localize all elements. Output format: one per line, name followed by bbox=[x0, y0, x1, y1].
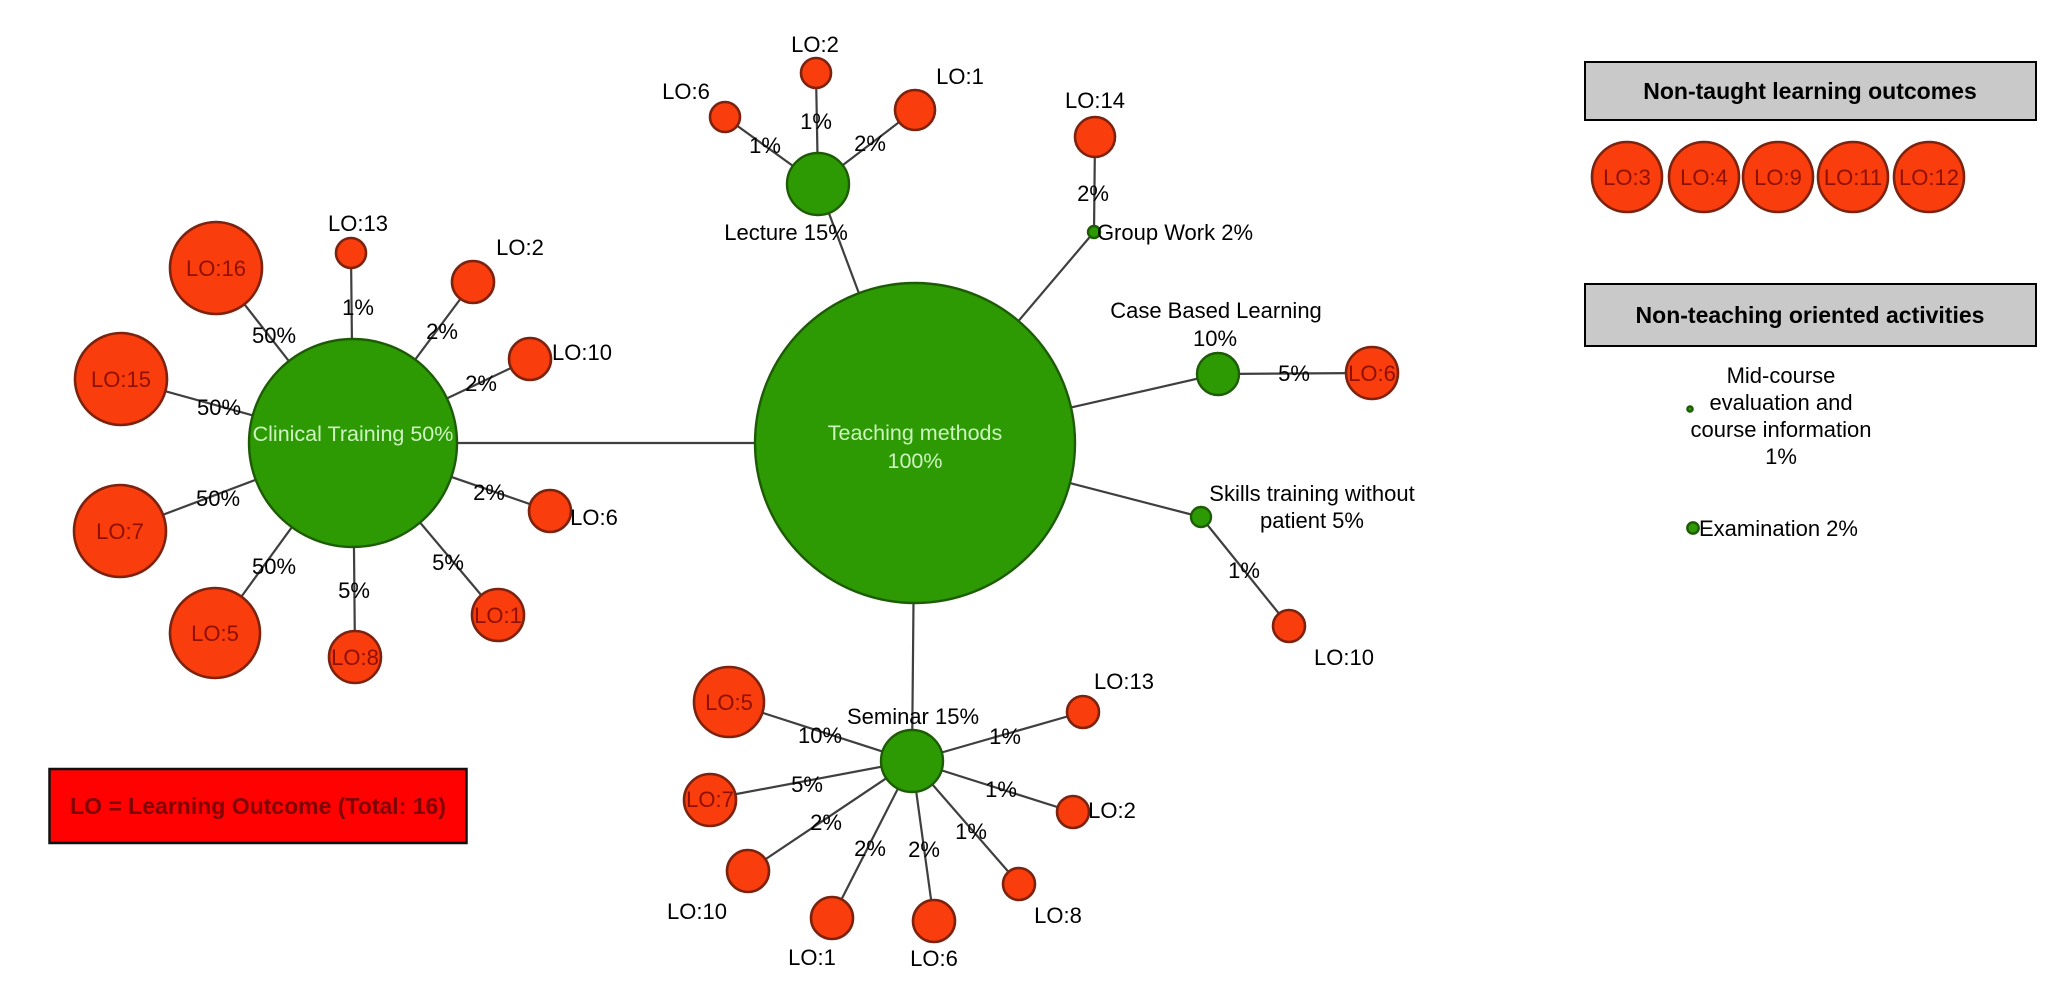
svg-text:LO:14: LO:14 bbox=[1065, 88, 1125, 113]
svg-text:LO:3: LO:3 bbox=[1603, 165, 1651, 190]
svg-text:2%: 2% bbox=[1077, 181, 1109, 206]
svg-text:LO:9: LO:9 bbox=[1754, 165, 1802, 190]
svg-text:Mid-course: Mid-course bbox=[1727, 363, 1836, 388]
svg-text:LO:2: LO:2 bbox=[791, 32, 839, 57]
svg-text:100%: 100% bbox=[888, 449, 943, 473]
svg-text:LO:13: LO:13 bbox=[1094, 669, 1154, 694]
svg-text:1%: 1% bbox=[1765, 444, 1797, 469]
svg-text:2%: 2% bbox=[854, 131, 886, 156]
svg-text:LO:16: LO:16 bbox=[186, 256, 246, 281]
svg-text:2%: 2% bbox=[473, 480, 505, 505]
svg-text:LO:8: LO:8 bbox=[1034, 903, 1082, 928]
svg-text:1%: 1% bbox=[989, 724, 1021, 749]
svg-text:1%: 1% bbox=[1228, 558, 1260, 583]
svg-text:Case Based Learning: Case Based Learning bbox=[1110, 298, 1322, 323]
svg-text:Non-taught learning outcomes: Non-taught learning outcomes bbox=[1643, 78, 1977, 104]
svg-text:2%: 2% bbox=[908, 837, 940, 862]
svg-text:LO:11: LO:11 bbox=[1824, 165, 1882, 190]
svg-text:LO:10: LO:10 bbox=[667, 899, 727, 924]
svg-text:LO:1: LO:1 bbox=[788, 945, 836, 970]
svg-text:LO:4: LO:4 bbox=[1680, 165, 1728, 190]
svg-text:10%: 10% bbox=[798, 723, 842, 748]
svg-text:50%: 50% bbox=[196, 486, 240, 511]
svg-text:evaluation and: evaluation and bbox=[1709, 390, 1852, 415]
svg-text:LO:6: LO:6 bbox=[662, 79, 710, 104]
svg-text:LO:5: LO:5 bbox=[191, 621, 239, 646]
svg-text:Skills training without: Skills training without bbox=[1209, 481, 1414, 506]
svg-text:LO:6: LO:6 bbox=[1348, 361, 1396, 386]
svg-text:LO:2: LO:2 bbox=[1088, 798, 1136, 823]
svg-text:LO = Learning Outcome (Total:: LO = Learning Outcome (Total: 16) bbox=[70, 793, 446, 819]
svg-text:LO:1: LO:1 bbox=[936, 64, 984, 89]
svg-text:Group Work 2%: Group Work 2% bbox=[1097, 220, 1253, 245]
svg-text:50%: 50% bbox=[252, 554, 296, 579]
svg-text:1%: 1% bbox=[955, 819, 987, 844]
svg-text:LO:1: LO:1 bbox=[474, 603, 522, 628]
svg-text:5%: 5% bbox=[791, 772, 823, 797]
svg-text:LO:8: LO:8 bbox=[331, 645, 379, 670]
svg-text:10%: 10% bbox=[1193, 326, 1237, 351]
svg-text:LO:6: LO:6 bbox=[910, 946, 958, 971]
svg-text:2%: 2% bbox=[854, 836, 886, 861]
svg-text:2%: 2% bbox=[465, 371, 497, 396]
svg-text:Seminar 15%: Seminar 15% bbox=[847, 704, 979, 729]
svg-text:patient 5%: patient 5% bbox=[1260, 508, 1364, 533]
svg-text:Non-teaching oriented activiti: Non-teaching oriented activities bbox=[1636, 302, 1985, 328]
svg-text:Lecture 15%: Lecture 15% bbox=[724, 220, 848, 245]
svg-text:1%: 1% bbox=[800, 109, 832, 134]
svg-text:1%: 1% bbox=[985, 777, 1017, 802]
svg-text:Examination 2%: Examination 2% bbox=[1699, 516, 1858, 541]
svg-text:LO:10: LO:10 bbox=[1314, 645, 1374, 670]
svg-text:5%: 5% bbox=[432, 550, 464, 575]
svg-text:course information: course information bbox=[1691, 417, 1872, 442]
svg-text:5%: 5% bbox=[338, 578, 370, 603]
svg-text:50%: 50% bbox=[252, 323, 296, 348]
svg-text:LO:10: LO:10 bbox=[552, 340, 612, 365]
svg-text:50%: 50% bbox=[197, 395, 241, 420]
svg-text:LO:15: LO:15 bbox=[91, 367, 151, 392]
svg-text:LO:12: LO:12 bbox=[1899, 165, 1959, 190]
svg-text:LO:5: LO:5 bbox=[705, 690, 753, 715]
svg-text:1%: 1% bbox=[342, 295, 374, 320]
svg-text:LO:7: LO:7 bbox=[96, 519, 144, 544]
svg-text:2%: 2% bbox=[426, 319, 458, 344]
svg-text:LO:7: LO:7 bbox=[686, 787, 734, 812]
svg-text:LO:13: LO:13 bbox=[328, 211, 388, 236]
svg-text:1%: 1% bbox=[749, 133, 781, 158]
svg-text:LO:2: LO:2 bbox=[496, 235, 544, 260]
svg-text:5%: 5% bbox=[1278, 361, 1310, 386]
svg-text:2%: 2% bbox=[810, 810, 842, 835]
svg-text:LO:6: LO:6 bbox=[570, 505, 618, 530]
svg-text:Teaching methods: Teaching methods bbox=[828, 421, 1003, 445]
svg-text:Clinical Training 50%: Clinical Training 50% bbox=[253, 422, 454, 446]
